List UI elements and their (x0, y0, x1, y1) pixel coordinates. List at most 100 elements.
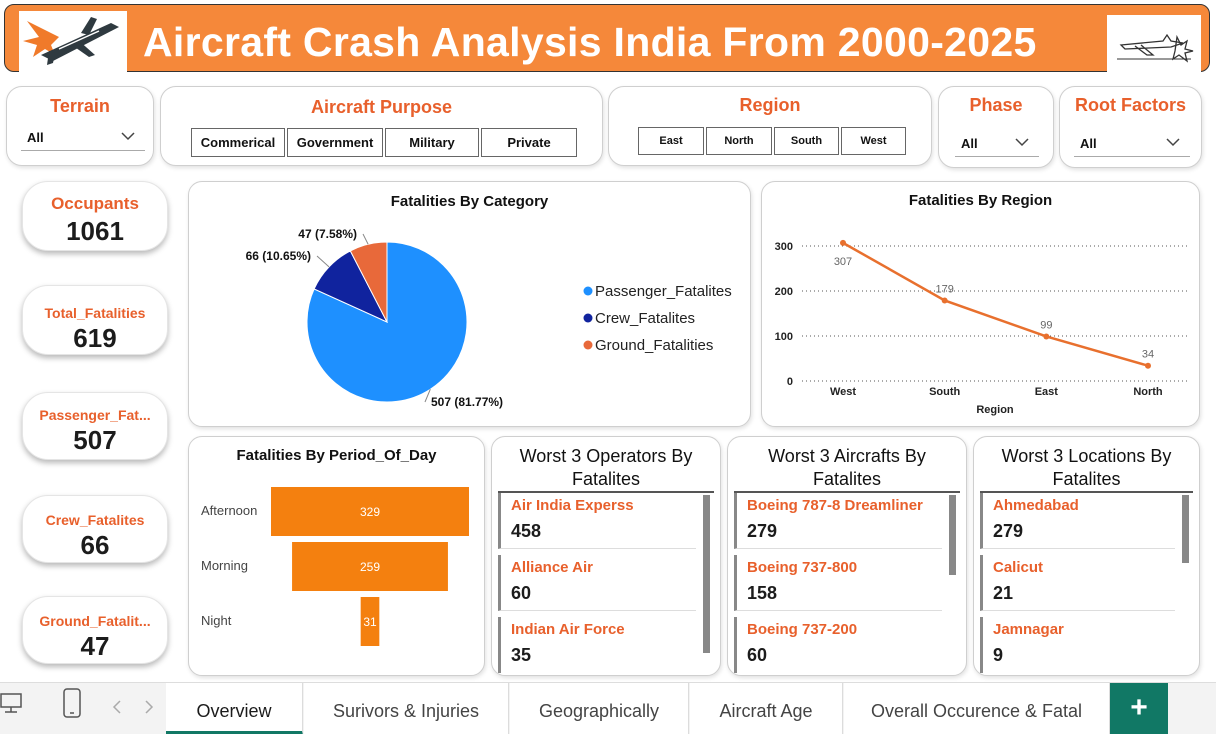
fatalities-by-category-chart[interactable]: Fatalities By Category 507 (81.77%) 66 (1… (188, 181, 751, 427)
data-point (941, 297, 948, 304)
plane-crash-logo (19, 11, 127, 75)
legend-label: Ground_Fatalities (595, 337, 713, 354)
bar-data-label: 329 (360, 505, 380, 519)
scrollbar[interactable] (949, 495, 956, 575)
tab-overview[interactable]: Overview (166, 683, 303, 734)
operator-fatalities: 60 (511, 583, 532, 603)
title-banner: Aircraft Crash Analysis India From 2000-… (4, 4, 1210, 75)
kpi-value: 66 (80, 530, 110, 560)
list-item[interactable]: Alliance Air 60 (498, 555, 696, 611)
list-item[interactable]: Boeing 787-8 Dreamliner 279 (734, 493, 942, 549)
legend-label: Crew_Fatalites (595, 310, 695, 327)
y-tick-label: 0 (787, 376, 793, 388)
pie-chart-plot: 507 (81.77%) 66 (10.65%) 47 (7.58%) Passeng… (246, 227, 732, 409)
kpi-value: 1061 (66, 216, 124, 246)
phone-icon[interactable] (62, 688, 82, 723)
region-button-west[interactable]: West (841, 127, 906, 155)
region-button-north[interactable]: North (706, 127, 772, 155)
data-label: 34 (1142, 349, 1154, 361)
operator-fatalities: 458 (511, 521, 542, 541)
worst-operators-title: Worst 3 Operators By Fatalites (492, 445, 720, 491)
scrollbar[interactable] (703, 495, 710, 653)
pie-data-label: 47 (7.58%) (298, 227, 357, 241)
aircraft-fatalities: 279 (747, 521, 778, 541)
x-tick-label: East (1035, 386, 1059, 398)
purpose-button-commercial[interactable]: Commerical (191, 128, 285, 157)
fatalities-by-period-chart[interactable]: Fatalities By Period_Of_Day 329 Afternoon… (188, 436, 485, 676)
worst-aircrafts-list[interactable]: Boeing 787-8 Dreamliner 279 Boeing 737-8… (734, 491, 960, 673)
data-point (840, 239, 846, 246)
aircraft-name: Boeing 737-200 (747, 621, 858, 638)
root-factors-dropdown[interactable]: All (1074, 131, 1190, 157)
kpi-value: 47 (80, 631, 110, 661)
chevron-left-icon[interactable] (112, 699, 122, 720)
kpi-label: Occupants (51, 194, 139, 213)
tab-survivors-injuries[interactable]: Surivors & Injuries (304, 683, 509, 734)
list-item[interactable]: Boeing 737-800 158 (734, 555, 942, 611)
aircraft-fatalities: 60 (747, 645, 768, 665)
aircraft-purpose-slicer-title: Aircraft Purpose (310, 97, 453, 117)
worst-locations-title: Worst 3 Locations By Fatalites (974, 445, 1199, 491)
region-button-south[interactable]: South (774, 127, 839, 155)
kpi-label: Ground_Fatalit... (39, 613, 151, 629)
list-item[interactable]: Ahmedabad 279 (980, 493, 1175, 549)
add-page-button[interactable]: + (1110, 683, 1168, 734)
legend-marker (583, 340, 593, 350)
aircraft-name: Boeing 737-800 (747, 559, 858, 576)
pie-leader-line (424, 389, 431, 403)
title-line: Worst 3 Operators By (519, 446, 693, 466)
terrain-slicer: Terrain All (6, 86, 154, 166)
worst-operators-list[interactable]: Air India Experss 458 Alliance Air 60 In… (498, 491, 714, 673)
tab-aircraft-age[interactable]: Aircraft Age (690, 683, 843, 734)
chevron-down-icon (121, 132, 135, 141)
terrain-slicer-title: Terrain (50, 96, 110, 116)
phase-slicer-title: Phase (969, 95, 1023, 115)
x-tick-label: West (830, 386, 856, 398)
terrain-dropdown[interactable]: All (21, 125, 145, 151)
desktop-icon[interactable] (0, 691, 22, 720)
tab-overall-occurence-fatal[interactable]: Overall Occurence & Fatal (844, 683, 1110, 734)
list-item[interactable]: Calicut 21 (980, 555, 1175, 611)
chevron-down-icon (1015, 138, 1029, 147)
purpose-button-private[interactable]: Private (481, 128, 577, 157)
region-slicer: Region East North South West (608, 86, 932, 166)
y-tick-label: 300 (775, 241, 793, 253)
data-point (1145, 362, 1151, 369)
bar-data-label: 259 (360, 560, 380, 574)
pie-data-label: 507 (81.77%) (431, 395, 503, 409)
location-fatalities: 21 (993, 583, 1014, 603)
list-item[interactable]: Indian Air Force 35 (498, 617, 696, 673)
kpi-card-total-fatalities: Total_Fatalities 619 (22, 285, 168, 355)
tab-geographically[interactable]: Geographically (510, 683, 689, 734)
chevron-right-icon[interactable] (144, 699, 154, 720)
legend-marker (583, 313, 593, 323)
kpi-value: 507 (73, 425, 117, 455)
data-label: 99 (1040, 319, 1052, 331)
operator-name: Alliance Air (511, 559, 593, 576)
region-button-east[interactable]: East (638, 127, 704, 155)
scrollbar[interactable] (1182, 495, 1189, 563)
location-name: Ahmedabad (993, 497, 1079, 514)
category-label: Night (201, 613, 232, 628)
title-line: Fatalites (1052, 469, 1121, 489)
aircraft-purpose-slicer: Aircraft Purpose Commerical Government M… (160, 86, 603, 166)
location-name: Jamnagar (993, 621, 1064, 638)
funnel-bar (271, 487, 469, 536)
chart-title: Fatalities By Category (390, 193, 549, 210)
pie-leader-line (362, 233, 369, 245)
fatalities-by-region-chart[interactable]: Fatalities By Region 0 100 200 300 307 179 99 3… (761, 181, 1200, 427)
list-item[interactable]: Jamnagar 9 (980, 617, 1175, 673)
aircraft-name: Boeing 787-8 Dreamliner (747, 497, 923, 514)
operator-name: Indian Air Force (511, 621, 625, 638)
title-line: Worst 3 Aircrafts By (768, 446, 926, 466)
phase-dropdown[interactable]: All (955, 131, 1039, 157)
purpose-button-government[interactable]: Government (287, 128, 383, 157)
funnel-bar (292, 542, 448, 591)
list-item[interactable]: Boeing 737-200 60 (734, 617, 942, 673)
crash-illustration-icon (1107, 15, 1201, 73)
list-item[interactable]: Air India Experss 458 (498, 493, 696, 549)
data-point (1043, 333, 1050, 340)
worst-locations-list[interactable]: Ahmedabad 279 Calicut 21 Jamnagar 9 (980, 491, 1193, 673)
purpose-button-military[interactable]: Military (385, 128, 479, 157)
